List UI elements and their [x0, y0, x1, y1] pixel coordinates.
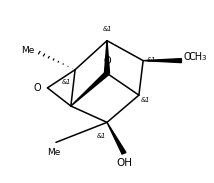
Polygon shape: [104, 41, 110, 73]
Text: O: O: [33, 83, 41, 93]
Text: &1: &1: [62, 79, 71, 85]
Text: &1: &1: [102, 26, 112, 32]
Polygon shape: [107, 122, 126, 154]
Text: &1: &1: [97, 133, 106, 139]
Text: OH: OH: [116, 158, 132, 168]
Text: O: O: [103, 56, 111, 66]
Text: &1: &1: [147, 57, 156, 63]
Polygon shape: [71, 72, 109, 106]
Text: Me: Me: [47, 148, 61, 157]
Text: &1: &1: [141, 97, 150, 103]
Text: O: O: [184, 52, 191, 62]
Text: 3: 3: [202, 55, 206, 61]
Polygon shape: [143, 59, 181, 63]
Text: CH: CH: [189, 52, 203, 62]
Text: Me: Me: [21, 46, 35, 55]
